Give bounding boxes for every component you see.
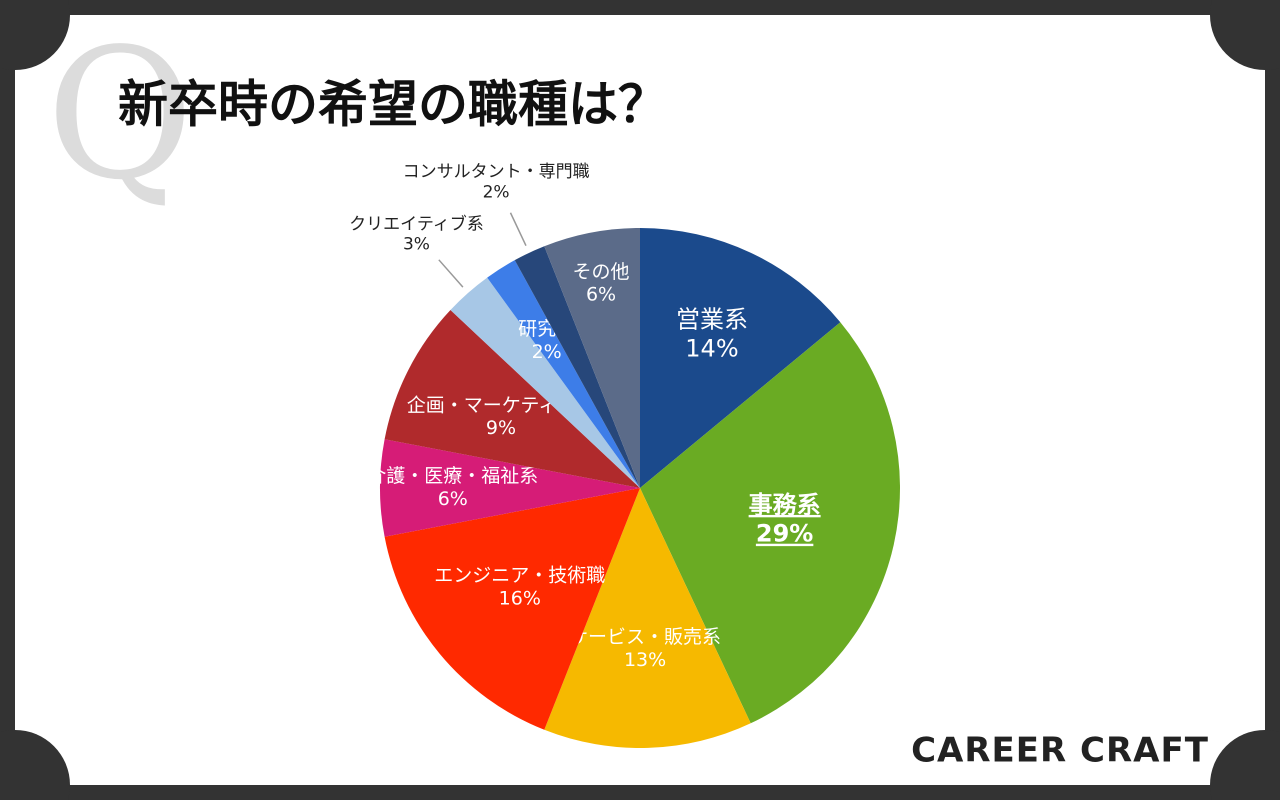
slice-label: 介護・医療・福祉系	[367, 465, 538, 487]
corner	[0, 730, 70, 800]
pie-slice	[544, 228, 640, 488]
pie-slice	[487, 260, 640, 488]
value-label: 9%	[486, 417, 516, 439]
value-label: 6%	[586, 284, 616, 306]
value-label: 2%	[483, 182, 510, 202]
pie-slice	[384, 488, 640, 730]
slice-label: 事務系	[749, 491, 821, 519]
pie-slice	[514, 246, 640, 488]
chart-title: 新卒時の希望の職種は？	[118, 76, 668, 134]
pie-slice	[640, 228, 841, 488]
pie-slice	[544, 488, 751, 748]
corner	[0, 0, 70, 70]
value-label: 14%	[685, 334, 738, 362]
slice-label: コンサルタント・専門職	[403, 162, 590, 182]
q-mark: Q	[46, 11, 194, 220]
corner	[1210, 730, 1280, 800]
value-label: 2%	[532, 341, 562, 363]
value-label: 3%	[403, 235, 430, 255]
slice-label: サービス・販売系	[569, 626, 721, 648]
pie-slice	[640, 322, 900, 724]
pie-slice	[450, 277, 640, 488]
pie-slice	[380, 439, 640, 537]
leader-line	[438, 259, 464, 288]
slice-label: エンジニア・技術職	[434, 565, 605, 587]
pie-slice	[384, 310, 640, 488]
slice-label: 営業系	[676, 306, 748, 334]
corner	[1210, 0, 1280, 70]
value-label: 29%	[756, 520, 813, 548]
slice-label: その他	[573, 261, 630, 283]
slice-label: クリエイティブ系	[349, 213, 484, 234]
value-label: 13%	[624, 649, 666, 671]
leader-line	[509, 212, 527, 247]
value-label: 16%	[499, 587, 541, 609]
value-label: 6%	[438, 488, 468, 510]
brand: CAREER CRAFT	[911, 731, 1209, 771]
